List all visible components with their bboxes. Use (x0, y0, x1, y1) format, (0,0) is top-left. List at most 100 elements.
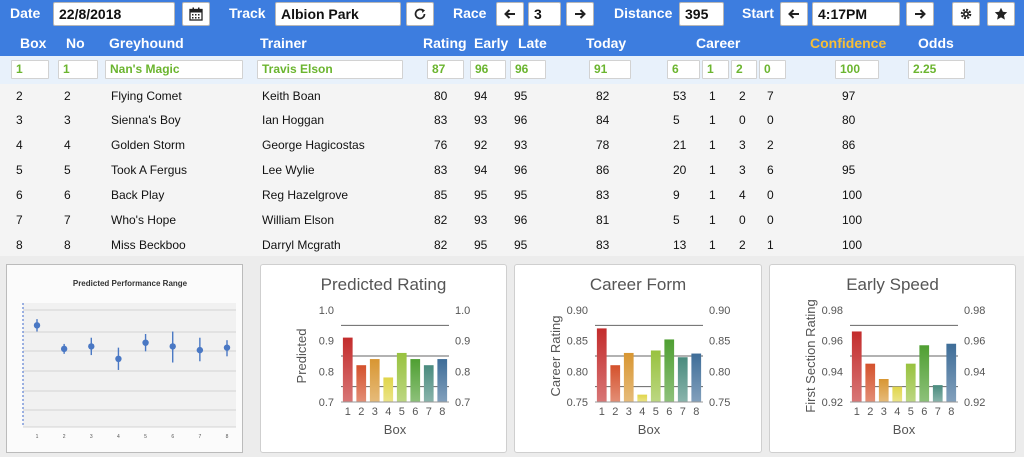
bar-box-2 (865, 363, 876, 402)
x-tick-label: 7 (426, 406, 432, 418)
start-next-button[interactable] (906, 2, 934, 26)
race-input[interactable]: 3 (528, 2, 561, 26)
settings-button[interactable] (952, 2, 980, 26)
cell-confidence: 95 (842, 163, 856, 177)
selected-no-field[interactable]: 1 (58, 60, 98, 79)
col-career[interactable]: Career (696, 35, 741, 51)
bar-box-6 (919, 345, 930, 402)
y-tick-label-left: 0.98 (822, 305, 843, 317)
cell-greyhound: Sienna's Boy (111, 113, 181, 127)
cell-trainer: Keith Boan (262, 89, 321, 103)
calendar-button[interactable] (182, 2, 210, 26)
y-tick-label-left: 0.9 (319, 336, 334, 348)
cell-rating: 83 (434, 113, 448, 127)
x-tick-label: 3 (626, 406, 632, 418)
start-time-input[interactable]: 4:17PM (812, 2, 900, 26)
col-rating[interactable]: Rating (423, 35, 467, 51)
chart-title: Predicted Performance Range (73, 279, 188, 288)
selected-career-places-field[interactable]: 2 (731, 60, 757, 79)
col-confidence[interactable]: Confidence (810, 35, 887, 51)
col-no[interactable]: No (66, 35, 85, 51)
x-tick-label: 4 (894, 406, 900, 418)
cell-trainer: Reg Hazelgrove (262, 188, 349, 202)
table-row[interactable]: 8 8 Miss Beckboo Darryl Mcgrath 82 95 95… (0, 233, 1024, 258)
col-today[interactable]: Today (586, 35, 627, 51)
selected-career-starts-field[interactable]: 6 (667, 60, 700, 79)
table-row[interactable]: 6 6 Back Play Reg Hazelgrove 85 95 95 83… (0, 183, 1024, 208)
x-axis-title: Box (384, 422, 407, 437)
race-prev-button[interactable] (496, 2, 524, 26)
track-input[interactable]: Albion Park (275, 2, 401, 26)
y-tick-label-right: 0.90 (709, 305, 730, 317)
favorite-button[interactable] (987, 2, 1015, 26)
selected-row[interactable]: 1 1 Nan's Magic Travis Elson 87 96 96 91… (0, 56, 1024, 84)
cell-career-starts: 13 (673, 238, 687, 252)
cell-trainer: Ian Hoggan (262, 113, 325, 127)
selected-career-seconds-field[interactable]: 0 (759, 60, 786, 79)
start-label: Start (742, 5, 774, 21)
x-tick-label: 8 (439, 406, 445, 418)
col-odds[interactable]: Odds (918, 35, 954, 51)
table-row[interactable]: 3 3 Sienna's Boy Ian Hoggan 83 93 96 84 … (0, 108, 1024, 133)
point-3 (88, 343, 95, 350)
selected-career-wins-field[interactable]: 1 (702, 60, 729, 79)
bar-box-2 (610, 365, 621, 402)
cell-career-places: 2 (739, 238, 746, 252)
start-prev-button[interactable] (780, 2, 808, 26)
selected-today-field[interactable]: 91 (589, 60, 631, 79)
selected-trainer-field[interactable]: Travis Elson (257, 60, 403, 79)
y-tick-label-left: 0.8 (319, 366, 334, 378)
cell-late: 96 (514, 163, 528, 177)
bar-box-7 (677, 357, 688, 402)
cell-trainer: George Hagicostas (262, 138, 365, 152)
x-tick-label: 6 (171, 434, 174, 440)
cell-today: 81 (596, 213, 610, 227)
cell-early: 95 (474, 188, 488, 202)
cell-box: 5 (16, 163, 23, 177)
table-row[interactable]: 4 4 Golden Storm George Hagicostas 76 92… (0, 133, 1024, 158)
race-next-button[interactable] (566, 2, 594, 26)
col-greyhound[interactable]: Greyhound (109, 35, 184, 51)
selected-late-field[interactable]: 96 (510, 60, 546, 79)
col-late[interactable]: Late (518, 35, 547, 51)
cell-career-starts: 9 (673, 188, 680, 202)
bar-box-6 (410, 359, 421, 402)
cell-rating: 85 (434, 188, 448, 202)
selected-box-field[interactable]: 1 (11, 60, 49, 79)
y-tick-label-right: 0.96 (964, 336, 985, 348)
table-row[interactable]: 7 7 Who's Hope William Elson 82 93 96 81… (0, 208, 1024, 233)
refresh-button[interactable] (406, 2, 434, 26)
cell-early: 94 (474, 89, 488, 103)
x-tick-label: 2 (63, 434, 66, 440)
cell-no: 8 (64, 238, 71, 252)
col-box[interactable]: Box (20, 35, 47, 51)
cell-trainer: William Elson (262, 213, 335, 227)
cell-career-places: 4 (739, 188, 746, 202)
cell-confidence: 97 (842, 89, 856, 103)
cell-confidence: 86 (842, 138, 856, 152)
date-input[interactable]: 22/8/2018 (53, 2, 175, 26)
selected-rating-field[interactable]: 87 (427, 60, 464, 79)
bar-box-4 (383, 377, 394, 402)
bar-box-2 (356, 365, 367, 402)
selected-early-field[interactable]: 96 (470, 60, 506, 79)
selected-odds-field[interactable]: 2.25 (908, 60, 965, 79)
col-trainer[interactable]: Trainer (260, 35, 307, 51)
arrow-right-icon (915, 9, 926, 19)
cell-rating: 76 (434, 138, 448, 152)
table-header: Box No Greyhound Trainer Rating Early La… (0, 29, 1024, 56)
point-7 (196, 346, 204, 354)
cell-no: 4 (64, 138, 71, 152)
col-early[interactable]: Early (474, 35, 509, 51)
bar-box-8 (437, 359, 448, 402)
point-8 (223, 344, 231, 351)
distance-input[interactable]: 395 (679, 2, 724, 26)
cell-no: 2 (64, 89, 71, 103)
selected-confidence-field[interactable]: 100 (835, 60, 879, 79)
selected-greyhound-field[interactable]: Nan's Magic (105, 60, 243, 79)
table-row[interactable]: 5 5 Took A Fergus Lee Wylie 83 94 96 86 … (0, 158, 1024, 183)
gear-icon (960, 8, 972, 20)
cell-confidence: 100 (842, 188, 863, 202)
table-row[interactable]: 2 2 Flying Comet Keith Boan 80 94 95 82 … (0, 84, 1024, 109)
cell-early: 92 (474, 138, 488, 152)
